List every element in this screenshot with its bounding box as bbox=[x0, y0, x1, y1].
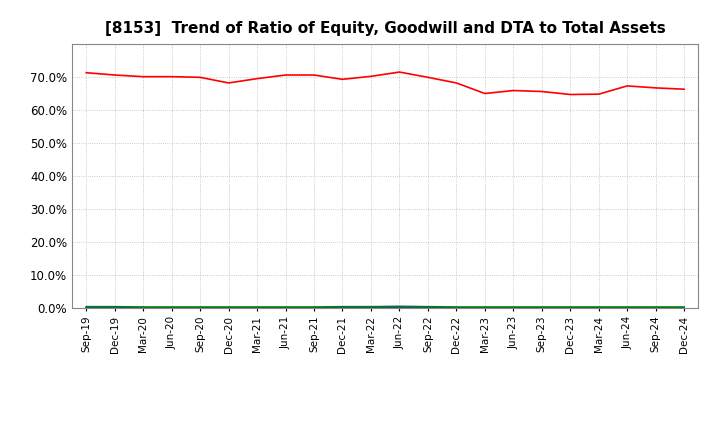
Equity bbox=[82, 70, 91, 75]
Deferred Tax Assets bbox=[225, 304, 233, 310]
Goodwill bbox=[366, 305, 375, 311]
Goodwill bbox=[82, 305, 91, 311]
Line: Equity: Equity bbox=[86, 72, 684, 95]
Equity bbox=[423, 75, 432, 80]
Equity bbox=[167, 74, 176, 79]
Title: [8153]  Trend of Ratio of Equity, Goodwill and DTA to Total Assets: [8153] Trend of Ratio of Equity, Goodwil… bbox=[105, 21, 665, 36]
Equity bbox=[196, 75, 204, 80]
Goodwill bbox=[310, 305, 318, 311]
Deferred Tax Assets bbox=[139, 304, 148, 310]
Deferred Tax Assets bbox=[310, 304, 318, 310]
Goodwill bbox=[338, 305, 347, 311]
Goodwill bbox=[680, 305, 688, 311]
Deferred Tax Assets bbox=[652, 304, 660, 310]
Equity bbox=[480, 91, 489, 96]
Goodwill bbox=[423, 305, 432, 311]
Equity bbox=[652, 85, 660, 91]
Deferred Tax Assets bbox=[196, 304, 204, 310]
Deferred Tax Assets bbox=[110, 304, 119, 309]
Deferred Tax Assets bbox=[395, 304, 404, 309]
Equity bbox=[623, 83, 631, 88]
Deferred Tax Assets bbox=[566, 304, 575, 310]
Goodwill bbox=[167, 305, 176, 311]
Goodwill bbox=[595, 305, 603, 311]
Goodwill bbox=[282, 305, 290, 311]
Deferred Tax Assets bbox=[366, 304, 375, 309]
Equity bbox=[310, 72, 318, 77]
Goodwill bbox=[537, 305, 546, 311]
Line: Deferred Tax Assets: Deferred Tax Assets bbox=[86, 306, 684, 307]
Deferred Tax Assets bbox=[623, 304, 631, 310]
Deferred Tax Assets bbox=[452, 304, 461, 310]
Equity bbox=[566, 92, 575, 97]
Deferred Tax Assets bbox=[680, 304, 688, 310]
Deferred Tax Assets bbox=[82, 304, 91, 309]
Deferred Tax Assets bbox=[423, 304, 432, 309]
Equity bbox=[537, 89, 546, 94]
Deferred Tax Assets bbox=[338, 304, 347, 309]
Goodwill bbox=[652, 305, 660, 311]
Equity bbox=[366, 73, 375, 79]
Deferred Tax Assets bbox=[595, 304, 603, 310]
Equity bbox=[253, 76, 261, 81]
Deferred Tax Assets bbox=[537, 304, 546, 310]
Goodwill bbox=[225, 305, 233, 311]
Goodwill bbox=[480, 305, 489, 311]
Goodwill bbox=[509, 305, 518, 311]
Deferred Tax Assets bbox=[282, 304, 290, 310]
Deferred Tax Assets bbox=[167, 304, 176, 310]
Equity bbox=[509, 88, 518, 93]
Goodwill bbox=[623, 305, 631, 311]
Goodwill bbox=[139, 305, 148, 311]
Equity bbox=[338, 77, 347, 82]
Equity bbox=[282, 72, 290, 77]
Equity bbox=[395, 70, 404, 75]
Goodwill bbox=[196, 305, 204, 311]
Deferred Tax Assets bbox=[253, 304, 261, 310]
Goodwill bbox=[395, 305, 404, 311]
Equity bbox=[139, 74, 148, 79]
Deferred Tax Assets bbox=[509, 304, 518, 310]
Equity bbox=[680, 87, 688, 92]
Goodwill bbox=[566, 305, 575, 311]
Goodwill bbox=[452, 305, 461, 311]
Equity bbox=[452, 80, 461, 85]
Deferred Tax Assets bbox=[480, 304, 489, 310]
Equity bbox=[110, 72, 119, 77]
Goodwill bbox=[253, 305, 261, 311]
Equity bbox=[225, 80, 233, 85]
Goodwill bbox=[110, 305, 119, 311]
Equity bbox=[595, 92, 603, 97]
